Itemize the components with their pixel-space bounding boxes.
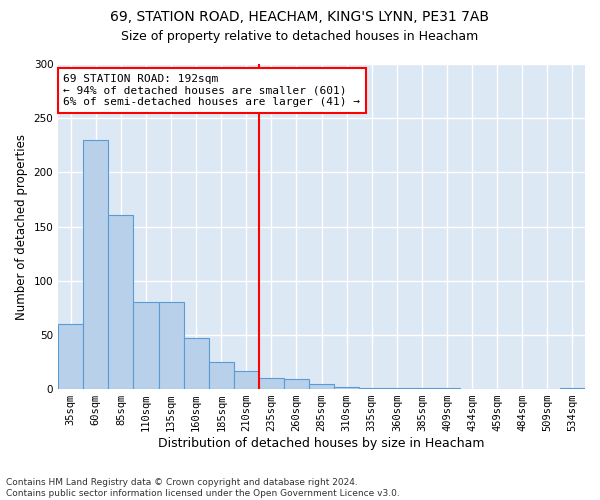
Bar: [209, 362, 234, 389]
Bar: [234, 370, 259, 389]
Bar: [334, 387, 359, 389]
Bar: [259, 378, 284, 389]
Bar: [309, 384, 334, 389]
Bar: [158, 302, 184, 389]
Text: 69 STATION ROAD: 192sqm
← 94% of detached houses are smaller (601)
6% of semi-de: 69 STATION ROAD: 192sqm ← 94% of detache…: [64, 74, 361, 107]
Bar: [58, 324, 83, 389]
Bar: [560, 388, 585, 389]
Bar: [133, 302, 158, 389]
Text: Size of property relative to detached houses in Heacham: Size of property relative to detached ho…: [121, 30, 479, 43]
Bar: [385, 388, 409, 389]
Bar: [83, 140, 109, 389]
Y-axis label: Number of detached properties: Number of detached properties: [15, 134, 28, 320]
X-axis label: Distribution of detached houses by size in Heacham: Distribution of detached houses by size …: [158, 437, 485, 450]
Bar: [109, 214, 133, 389]
Bar: [284, 380, 309, 389]
Bar: [359, 388, 385, 389]
Bar: [409, 388, 434, 389]
Text: Contains HM Land Registry data © Crown copyright and database right 2024.
Contai: Contains HM Land Registry data © Crown c…: [6, 478, 400, 498]
Bar: [434, 388, 460, 389]
Text: 69, STATION ROAD, HEACHAM, KING'S LYNN, PE31 7AB: 69, STATION ROAD, HEACHAM, KING'S LYNN, …: [110, 10, 490, 24]
Bar: [184, 338, 209, 389]
